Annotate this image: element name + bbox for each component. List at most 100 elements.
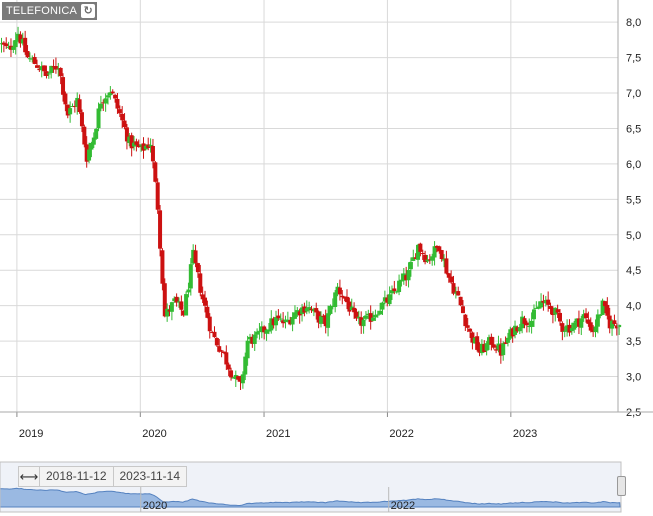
candle-body[interactable] bbox=[176, 301, 181, 303]
candle-body[interactable] bbox=[408, 261, 413, 270]
candle-body[interactable] bbox=[77, 99, 82, 112]
candle-body[interactable] bbox=[302, 306, 307, 313]
candle-body[interactable] bbox=[437, 246, 442, 252]
candle-body[interactable] bbox=[205, 306, 210, 318]
candle-body[interactable] bbox=[51, 66, 56, 68]
candle-body[interactable] bbox=[46, 73, 51, 75]
candle-body[interactable] bbox=[174, 296, 179, 303]
candle-body[interactable] bbox=[238, 378, 243, 382]
candle-body[interactable] bbox=[160, 250, 165, 284]
candle-body[interactable] bbox=[614, 325, 619, 329]
candle-body[interactable] bbox=[200, 294, 205, 300]
candle-body[interactable] bbox=[115, 98, 120, 109]
candle-body[interactable] bbox=[501, 343, 506, 356]
candle-body[interactable] bbox=[274, 317, 279, 326]
candle-body[interactable] bbox=[68, 108, 73, 115]
candle-body[interactable] bbox=[231, 377, 236, 379]
candle-body[interactable] bbox=[375, 314, 380, 316]
candle-body[interactable] bbox=[397, 280, 402, 293]
candle-body[interactable] bbox=[75, 97, 80, 107]
candle-body[interactable] bbox=[427, 259, 432, 261]
refresh-icon[interactable]: ↻ bbox=[81, 4, 96, 18]
candle-body[interactable] bbox=[297, 311, 302, 316]
candle-body[interactable] bbox=[420, 253, 425, 255]
candle-body[interactable] bbox=[560, 323, 565, 332]
candle-body[interactable] bbox=[451, 283, 456, 294]
navigator-handle[interactable] bbox=[617, 476, 626, 496]
candle-body[interactable] bbox=[300, 307, 305, 315]
candle-body[interactable] bbox=[250, 336, 255, 344]
candle-body[interactable] bbox=[522, 318, 527, 324]
candle-body[interactable] bbox=[378, 310, 383, 315]
candle-body[interactable] bbox=[203, 297, 208, 306]
candle-body[interactable] bbox=[562, 330, 567, 332]
candle-body[interactable] bbox=[475, 336, 480, 350]
candle-body[interactable] bbox=[56, 68, 61, 70]
candle-body[interactable] bbox=[416, 244, 421, 260]
candle-body[interactable] bbox=[11, 46, 16, 50]
candle-body[interactable] bbox=[172, 298, 177, 302]
candle-body[interactable] bbox=[366, 313, 371, 315]
candle-body[interactable] bbox=[503, 342, 508, 344]
candle-body[interactable] bbox=[610, 320, 615, 329]
range-end-date[interactable]: 2023-11-14 bbox=[119, 469, 181, 483]
candles[interactable] bbox=[0, 26, 622, 390]
candle-body[interactable] bbox=[536, 306, 541, 309]
candle-body[interactable] bbox=[446, 273, 451, 278]
candle-body[interactable] bbox=[548, 305, 553, 309]
candle-body[interactable] bbox=[527, 326, 532, 328]
candle-body[interactable] bbox=[371, 317, 376, 321]
candle-body[interactable] bbox=[316, 311, 321, 323]
candle-body[interactable] bbox=[101, 102, 106, 104]
candle-body[interactable] bbox=[20, 39, 25, 44]
candle-body[interactable] bbox=[449, 276, 454, 283]
candle-body[interactable] bbox=[569, 328, 574, 332]
candle-body[interactable] bbox=[91, 137, 96, 145]
candle-body[interactable] bbox=[352, 307, 357, 313]
candle-body[interactable] bbox=[207, 316, 212, 332]
candle-body[interactable] bbox=[1, 42, 6, 45]
candle-body[interactable] bbox=[87, 149, 92, 161]
candle-body[interactable] bbox=[146, 144, 151, 148]
candle-body[interactable] bbox=[482, 344, 487, 353]
candle-body[interactable] bbox=[328, 305, 333, 314]
candle-body[interactable] bbox=[432, 246, 437, 258]
candle-body[interactable] bbox=[529, 320, 534, 327]
candle-body[interactable] bbox=[524, 322, 529, 326]
candle-body[interactable] bbox=[257, 330, 262, 332]
candle-body[interactable] bbox=[617, 324, 622, 328]
candle-body[interactable] bbox=[463, 314, 468, 327]
candle-body[interactable] bbox=[418, 243, 423, 252]
candle-body[interactable] bbox=[550, 308, 555, 316]
candle-body[interactable] bbox=[278, 318, 283, 320]
candle-body[interactable] bbox=[543, 299, 548, 304]
candle-body[interactable] bbox=[84, 144, 89, 162]
candle-body[interactable] bbox=[411, 257, 416, 261]
candle-body[interactable] bbox=[605, 304, 610, 316]
candle-body[interactable] bbox=[110, 91, 115, 94]
candle-body[interactable] bbox=[96, 108, 101, 129]
candle-body[interactable] bbox=[484, 343, 489, 351]
candle-body[interactable] bbox=[430, 256, 435, 261]
candle-body[interactable] bbox=[453, 292, 458, 294]
candle-body[interactable] bbox=[243, 356, 248, 375]
candle-body[interactable] bbox=[340, 295, 345, 298]
candle-body[interactable] bbox=[584, 313, 589, 319]
symbol-badge[interactable]: TELEFONICA ↻ bbox=[2, 2, 98, 20]
candle-body[interactable] bbox=[124, 127, 129, 142]
candle-body[interactable] bbox=[602, 301, 607, 307]
candle-body[interactable] bbox=[136, 144, 141, 148]
candle-body[interactable] bbox=[498, 344, 503, 356]
candle-body[interactable] bbox=[347, 301, 352, 312]
candle-body[interactable] bbox=[236, 376, 241, 380]
candle-body[interactable] bbox=[593, 326, 598, 333]
candle-body[interactable] bbox=[98, 103, 103, 109]
candle-body[interactable] bbox=[345, 296, 350, 303]
candle-body[interactable] bbox=[281, 320, 286, 324]
candle-body[interactable] bbox=[122, 120, 127, 128]
candle-body[interactable] bbox=[487, 337, 492, 344]
candle-body[interactable] bbox=[330, 306, 335, 308]
candle-body[interactable] bbox=[16, 33, 21, 41]
candle-body[interactable] bbox=[595, 314, 600, 327]
candle-body[interactable] bbox=[169, 302, 174, 312]
